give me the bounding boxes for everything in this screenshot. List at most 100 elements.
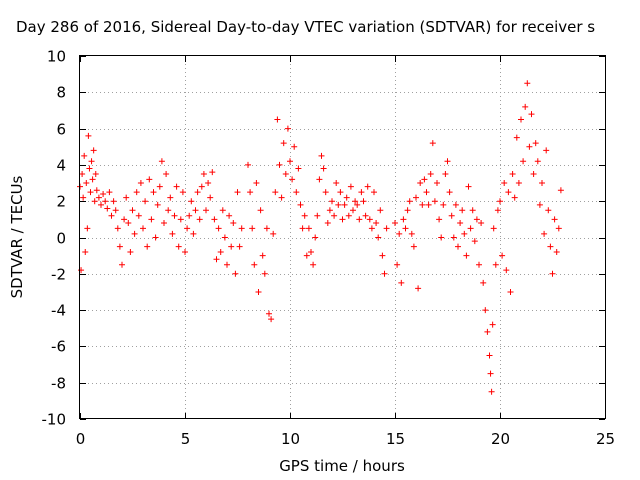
- data-point: [104, 205, 111, 212]
- data-point: [114, 225, 121, 232]
- data-point: [373, 219, 380, 226]
- data-point: [86, 165, 93, 172]
- data-point: [543, 147, 550, 154]
- data-point: [110, 198, 117, 205]
- data-point: [184, 225, 191, 232]
- data-point: [394, 261, 401, 268]
- data-point: [301, 212, 308, 219]
- x-tick-label: 15: [386, 430, 405, 448]
- data-point: [487, 370, 494, 377]
- data-point: [173, 183, 180, 190]
- data-point: [339, 216, 346, 223]
- data-point: [368, 225, 375, 232]
- data-point: [526, 143, 533, 150]
- data-point: [404, 207, 411, 214]
- data-point: [528, 111, 535, 118]
- data-point: [228, 243, 235, 250]
- data-point: [88, 158, 95, 165]
- data-point: [444, 158, 451, 165]
- data-point: [423, 189, 430, 196]
- data-point: [257, 207, 264, 214]
- data-point: [299, 225, 306, 232]
- data-point: [427, 170, 434, 177]
- data-point: [318, 152, 325, 159]
- data-point: [402, 225, 409, 232]
- data-point: [106, 189, 113, 196]
- data-point: [121, 216, 128, 223]
- data-point: [280, 140, 287, 147]
- data-point: [358, 189, 365, 196]
- data-point: [539, 180, 545, 187]
- data-point: [186, 212, 193, 219]
- data-point: [308, 249, 314, 256]
- data-point: [163, 170, 170, 177]
- data-point: [303, 252, 310, 259]
- data-point: [78, 267, 85, 274]
- data-point: [509, 170, 516, 177]
- data-point: [511, 194, 518, 201]
- data-point: [266, 310, 272, 317]
- data-point: [534, 158, 541, 165]
- data-point: [326, 207, 333, 214]
- data-point: [119, 261, 125, 268]
- data-point: [95, 194, 102, 201]
- data-point: [272, 189, 279, 196]
- data-point: [291, 143, 298, 150]
- data-point: [177, 216, 184, 223]
- data-point: [127, 249, 134, 256]
- data-point: [415, 285, 422, 292]
- data-point: [144, 243, 151, 250]
- data-point: [501, 180, 508, 187]
- data-point: [209, 169, 216, 176]
- data-point: [217, 249, 224, 256]
- data-point: [276, 161, 283, 168]
- data-point: [341, 201, 348, 208]
- chart-title: Day 286 of 2016, Sidereal Day-to-day VTE…: [16, 18, 595, 36]
- x-tick-label: 0: [76, 430, 86, 448]
- data-point: [499, 252, 506, 259]
- data-point: [381, 270, 388, 277]
- data-point: [165, 207, 172, 214]
- data-point: [93, 187, 100, 194]
- data-point: [85, 132, 92, 139]
- grid-lines: [80, 56, 605, 419]
- data-point: [455, 243, 461, 250]
- data-point: [440, 201, 447, 208]
- data-point: [205, 180, 212, 187]
- data-point: [408, 230, 415, 237]
- data-point: [188, 198, 195, 205]
- data-point: [253, 180, 260, 187]
- data-point: [329, 198, 335, 205]
- data-point: [425, 201, 432, 208]
- data-point: [263, 225, 270, 232]
- data-point: [434, 180, 440, 187]
- data-point: [513, 134, 520, 141]
- data-point: [251, 261, 258, 268]
- data-point: [270, 230, 277, 237]
- data-point: [125, 219, 132, 226]
- data-point: [142, 198, 149, 205]
- data-point: [226, 212, 233, 219]
- data-point: [324, 219, 331, 226]
- data-point: [524, 80, 531, 87]
- data-point: [350, 207, 356, 214]
- data-point: [230, 219, 237, 226]
- data-point: [98, 201, 104, 208]
- data-point: [503, 267, 510, 274]
- data-point: [203, 207, 209, 214]
- data-point: [282, 170, 289, 177]
- data-point: [417, 180, 424, 187]
- data-point: [482, 307, 489, 314]
- data-point: [383, 225, 390, 232]
- data-point: [213, 256, 220, 263]
- data-point: [530, 170, 537, 177]
- data-point: [91, 198, 98, 205]
- data-point: [133, 189, 140, 196]
- data-point: [377, 207, 384, 214]
- data-point: [360, 198, 367, 205]
- y-tick-label: 10: [47, 48, 66, 66]
- data-point: [255, 288, 262, 295]
- data-point: [431, 198, 438, 205]
- data-point: [84, 225, 91, 232]
